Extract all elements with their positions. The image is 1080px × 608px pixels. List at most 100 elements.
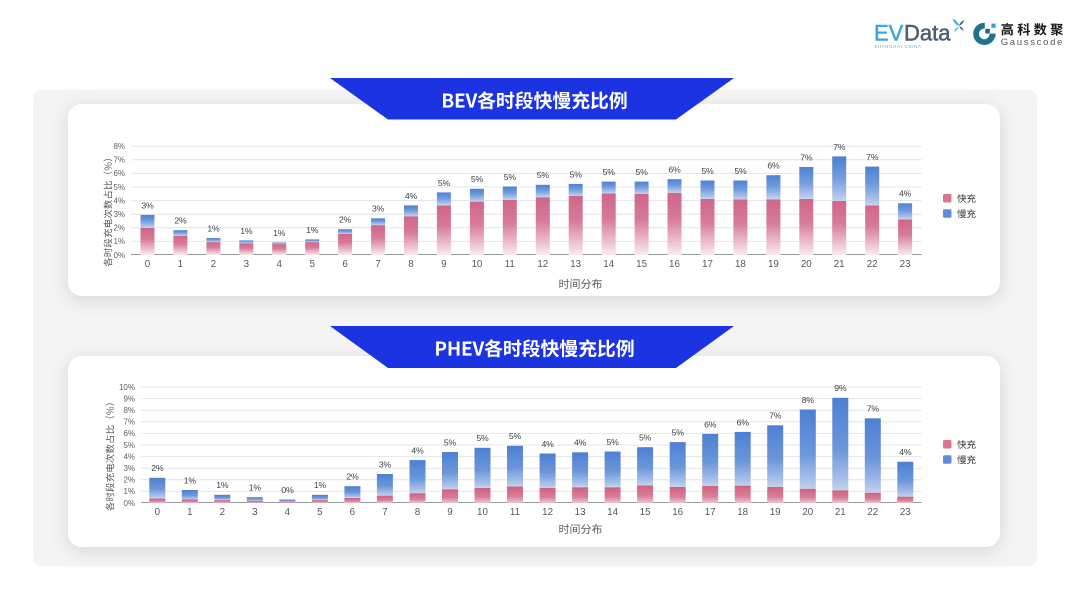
svg-text:3%: 3% bbox=[372, 204, 385, 214]
svg-text:3: 3 bbox=[252, 507, 258, 518]
svg-text:SHANGHAI CHINA: SHANGHAI CHINA bbox=[874, 44, 921, 49]
svg-text:6%: 6% bbox=[704, 419, 717, 429]
svg-text:EV: EV bbox=[874, 21, 904, 46]
svg-text:5%: 5% bbox=[113, 183, 125, 192]
svg-text:8%: 8% bbox=[113, 142, 125, 151]
svg-text:4%: 4% bbox=[542, 439, 555, 449]
svg-text:5%: 5% bbox=[701, 166, 714, 176]
svg-text:7%: 7% bbox=[833, 142, 846, 152]
svg-text:1: 1 bbox=[178, 259, 183, 270]
svg-text:0: 0 bbox=[155, 507, 161, 518]
svg-text:8: 8 bbox=[415, 507, 421, 518]
svg-text:12: 12 bbox=[537, 259, 548, 270]
svg-text:4%: 4% bbox=[899, 447, 912, 457]
svg-text:5%: 5% bbox=[471, 174, 484, 184]
svg-text:8%: 8% bbox=[802, 395, 815, 405]
svg-text:1%: 1% bbox=[314, 480, 327, 490]
svg-text:4%: 4% bbox=[574, 438, 587, 448]
svg-text:5%: 5% bbox=[570, 169, 583, 179]
svg-text:4%: 4% bbox=[405, 191, 418, 201]
svg-text:6%: 6% bbox=[113, 169, 125, 178]
svg-text:7: 7 bbox=[375, 259, 380, 270]
svg-text:5%: 5% bbox=[636, 167, 649, 177]
svg-text:6%: 6% bbox=[123, 429, 135, 438]
svg-text:5%: 5% bbox=[509, 431, 522, 441]
svg-text:1%: 1% bbox=[273, 228, 286, 238]
svg-text:7%: 7% bbox=[866, 152, 879, 162]
svg-text:9: 9 bbox=[447, 507, 452, 518]
svg-text:14: 14 bbox=[603, 259, 614, 270]
svg-text:23: 23 bbox=[900, 259, 911, 270]
svg-text:1%: 1% bbox=[207, 223, 220, 233]
svg-text:6%: 6% bbox=[737, 417, 750, 427]
svg-text:16: 16 bbox=[669, 259, 680, 270]
svg-text:5%: 5% bbox=[504, 172, 517, 182]
svg-text:20: 20 bbox=[801, 259, 812, 270]
svg-text:4: 4 bbox=[276, 259, 282, 270]
svg-text:7%: 7% bbox=[769, 411, 782, 421]
svg-text:4%: 4% bbox=[899, 189, 912, 199]
svg-text:1%: 1% bbox=[306, 225, 319, 235]
svg-text:5%: 5% bbox=[603, 167, 616, 177]
svg-text:6%: 6% bbox=[767, 161, 780, 171]
svg-text:2%: 2% bbox=[174, 216, 187, 226]
svg-text:21: 21 bbox=[834, 259, 845, 270]
svg-text:6: 6 bbox=[342, 259, 348, 270]
svg-text:1%: 1% bbox=[123, 487, 135, 496]
svg-text:2%: 2% bbox=[151, 463, 164, 473]
svg-text:1%: 1% bbox=[113, 237, 125, 246]
svg-text:9%: 9% bbox=[834, 383, 847, 393]
svg-text:10%: 10% bbox=[119, 383, 135, 392]
svg-text:13: 13 bbox=[570, 259, 581, 270]
svg-text:17: 17 bbox=[705, 507, 716, 518]
svg-text:Data: Data bbox=[904, 21, 951, 46]
svg-text:19: 19 bbox=[770, 507, 781, 518]
svg-text:5%: 5% bbox=[438, 178, 451, 188]
svg-text:5: 5 bbox=[309, 259, 315, 270]
svg-text:11: 11 bbox=[510, 507, 520, 518]
svg-text:3%: 3% bbox=[113, 210, 125, 219]
svg-text:0%: 0% bbox=[123, 499, 135, 508]
svg-text:3%: 3% bbox=[123, 464, 135, 473]
svg-text:8%: 8% bbox=[123, 406, 135, 415]
svg-text:6: 6 bbox=[350, 507, 356, 518]
svg-text:5%: 5% bbox=[607, 437, 620, 447]
svg-text:4%: 4% bbox=[123, 452, 135, 461]
svg-text:22: 22 bbox=[867, 507, 878, 518]
svg-text:1%: 1% bbox=[249, 483, 262, 493]
svg-text:Gausscode: Gausscode bbox=[1001, 37, 1064, 48]
svg-text:3%: 3% bbox=[379, 459, 392, 469]
svg-text:5%: 5% bbox=[639, 433, 652, 443]
svg-text:19: 19 bbox=[768, 259, 779, 270]
svg-text:9: 9 bbox=[441, 259, 446, 270]
svg-text:2%: 2% bbox=[123, 476, 135, 485]
svg-text:20: 20 bbox=[802, 507, 813, 518]
svg-text:15: 15 bbox=[636, 259, 647, 270]
svg-text:2%: 2% bbox=[339, 215, 352, 225]
svg-text:17: 17 bbox=[702, 259, 713, 270]
svg-text:5%: 5% bbox=[476, 433, 489, 443]
svg-text:6%: 6% bbox=[668, 165, 681, 175]
svg-text:4: 4 bbox=[285, 507, 291, 518]
svg-text:16: 16 bbox=[672, 507, 683, 518]
svg-text:4%: 4% bbox=[113, 196, 125, 205]
svg-text:2%: 2% bbox=[346, 472, 359, 482]
svg-text:0%: 0% bbox=[113, 251, 125, 260]
svg-text:5%: 5% bbox=[734, 166, 747, 176]
svg-text:3%: 3% bbox=[141, 200, 154, 210]
svg-text:5: 5 bbox=[317, 507, 323, 518]
svg-text:22: 22 bbox=[867, 259, 878, 270]
svg-text:23: 23 bbox=[900, 507, 911, 518]
svg-text:1%: 1% bbox=[184, 475, 197, 485]
svg-text:5%: 5% bbox=[672, 428, 685, 438]
svg-text:7%: 7% bbox=[113, 156, 125, 165]
svg-text:2: 2 bbox=[220, 507, 225, 518]
svg-text:9%: 9% bbox=[123, 394, 135, 403]
svg-text:18: 18 bbox=[735, 259, 746, 270]
svg-text:0: 0 bbox=[145, 259, 151, 270]
svg-text:21: 21 bbox=[835, 507, 846, 518]
svg-text:10: 10 bbox=[471, 259, 482, 270]
svg-text:2%: 2% bbox=[113, 224, 125, 233]
svg-text:15: 15 bbox=[640, 507, 651, 518]
svg-text:14: 14 bbox=[607, 507, 618, 518]
